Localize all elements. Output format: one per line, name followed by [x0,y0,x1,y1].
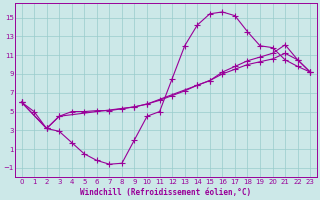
X-axis label: Windchill (Refroidissement éolien,°C): Windchill (Refroidissement éolien,°C) [80,188,252,197]
